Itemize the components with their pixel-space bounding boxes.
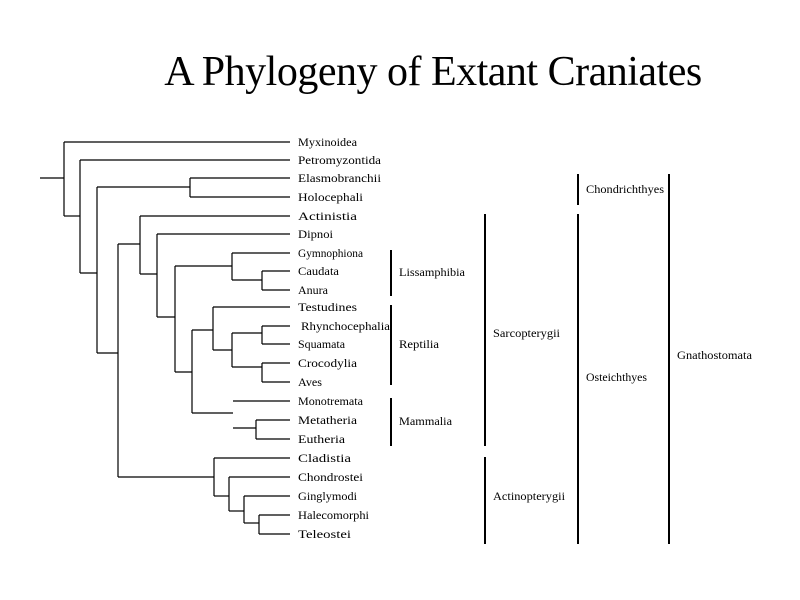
taxon-label-elasmobranchii: Elasmobranchii <box>298 171 382 185</box>
taxon-label-metatheria: Metatheria <box>298 413 358 427</box>
taxon-label-aves: Aves <box>298 375 322 389</box>
group-label-chondrichthyes: Chondrichthyes <box>586 182 664 196</box>
tree-branches <box>40 141 290 535</box>
taxon-label-gymnophiona: Gymnophiona <box>298 246 364 260</box>
taxon-label-halecomorphi: Halecomorphi <box>298 508 370 522</box>
group-label-osteichthyes: Osteichthyes <box>586 370 647 384</box>
taxon-label-eutheria: Eutheria <box>298 432 346 446</box>
taxon-label-holocephali: Holocephali <box>298 190 364 204</box>
taxon-label-rhynchocephalia: Rhynchocephalia <box>301 319 391 333</box>
group-label-mammalia: Mammalia <box>399 414 453 428</box>
taxon-label-squamata: Squamata <box>298 337 346 351</box>
taxon-label-teleostei: Teleostei <box>298 527 352 541</box>
taxon-label-cladistia: Cladistia <box>298 451 352 465</box>
taxon-label-ginglymodi: Ginglymodi <box>298 489 358 503</box>
taxon-label-caudata: Caudata <box>298 264 340 278</box>
taxon-label-myxinoidea: Myxinoidea <box>298 135 358 149</box>
taxon-labels: Myxinoidea Petromyzontida Elasmobranchii Ho… <box>298 135 391 541</box>
taxon-label-petromyzontida: Petromyzontida <box>298 153 382 167</box>
group-label-gnathostomata: Gnathostomata <box>677 348 753 362</box>
taxon-label-monotremata: Monotremata <box>298 394 364 408</box>
taxon-label-crocodylia: Crocodylia <box>298 356 358 370</box>
group-label-actinopterygii: Actinopterygii <box>493 489 566 503</box>
group-label-sarcopterygii: Sarcopterygii <box>493 326 561 340</box>
group-label-reptilia: Reptilia <box>399 337 440 351</box>
taxon-label-chondrostei: Chondrostei <box>298 470 364 484</box>
taxon-label-testudines: Testudines <box>298 300 357 314</box>
page-title: A Phylogeny of Extant Craniates <box>164 49 702 95</box>
taxon-label-anura: Anura <box>298 283 329 297</box>
taxon-label-dipnoi: Dipnoi <box>298 227 334 241</box>
taxon-label-actinistia: Actinistia <box>298 209 358 223</box>
group-label-lissamphibia: Lissamphibia <box>399 265 466 279</box>
